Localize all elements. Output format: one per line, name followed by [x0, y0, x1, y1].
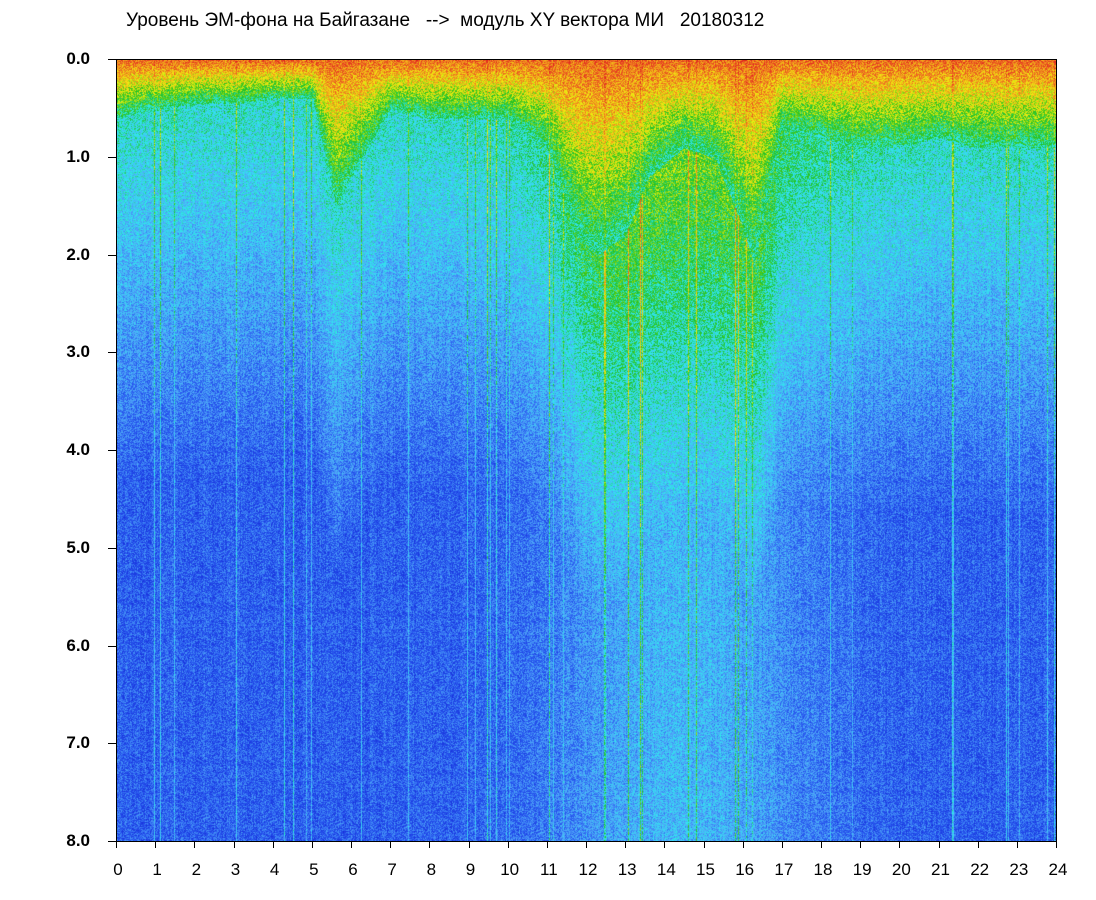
x-tick-mark: [546, 842, 548, 848]
x-tick-mark: [116, 842, 117, 848]
x-tick-label: 2: [191, 860, 202, 879]
x-tick-label: 15: [696, 860, 715, 879]
x-tick-label: 0: [113, 860, 123, 879]
x-tick-mark: [272, 842, 274, 848]
x-tick-mark: [1056, 842, 1057, 848]
y-tick-mark: [108, 841, 116, 842]
x-tick-mark: [586, 842, 587, 848]
chart-title: Уровень ЭМ-фона на Байгазане --> модуль …: [126, 10, 765, 31]
y-tick-label: 5.0: [66, 537, 90, 557]
x-tick-label: 12: [578, 860, 598, 879]
y-tick-label: 6.0: [66, 635, 90, 655]
y-tick-label: 7.0: [66, 733, 90, 753]
x-tick-label: 6: [348, 860, 358, 879]
x-tick-mark: [390, 842, 392, 848]
x-tick-label: 10: [500, 860, 520, 879]
x-tick-label: 7: [387, 860, 397, 879]
x-tick-label: 18: [813, 860, 833, 879]
x-tick-mark: [860, 842, 862, 848]
y-tick-mark: [108, 156, 116, 158]
x-tick-mark: [351, 842, 352, 848]
x-tick-mark: [233, 842, 235, 848]
x-tick-mark: [977, 842, 979, 848]
x-tick-mark: [429, 842, 431, 848]
x-tick-mark: [703, 842, 705, 848]
y-tick-label: 3.0: [66, 342, 90, 362]
y-tick-mark: [108, 352, 116, 354]
y-tick-mark: [108, 547, 116, 549]
x-tick-label: 3: [230, 860, 241, 879]
x-tick-mark: [507, 842, 509, 848]
heatmap-canvas: [117, 60, 1056, 841]
x-tick-mark: [938, 842, 940, 848]
x-tick-label: 24: [1048, 860, 1068, 879]
x-tick-label: 4: [269, 860, 280, 879]
x-tick-label: 20: [891, 860, 911, 879]
x-tick-label: 14: [656, 860, 676, 879]
x-tick-label: 11: [540, 860, 558, 879]
x-tick-label: 16: [735, 860, 755, 879]
x-tick-mark: [468, 842, 470, 848]
x-tick-label: 19: [852, 860, 872, 879]
x-tick-mark: [821, 842, 822, 848]
x-tick-mark: [155, 842, 157, 848]
y-tick-mark: [108, 743, 116, 745]
x-tick-mark: [899, 842, 901, 848]
x-tick-label: 13: [617, 860, 637, 879]
x-tick-mark: [1016, 842, 1018, 848]
y-tick-label: 1.0: [66, 146, 90, 166]
y-tick-mark: [108, 450, 116, 451]
x-tick-label: 17: [774, 860, 794, 879]
x-tick-mark: [311, 842, 313, 848]
y-tick-label: 8.0: [66, 831, 90, 850]
x-tick-mark: [664, 842, 666, 848]
y-tick-label: 0.0: [66, 49, 90, 68]
x-tick-mark: [781, 842, 783, 848]
y-tick-label: 2.0: [66, 244, 90, 264]
y-tick-mark: [108, 59, 116, 60]
y-tick-mark: [108, 254, 116, 256]
y-tick-label: 4.0: [66, 440, 90, 459]
x-tick-mark: [194, 842, 196, 848]
x-tick-label: 23: [1009, 860, 1029, 879]
x-tick-mark: [742, 842, 744, 848]
x-tick-label: 5: [309, 860, 319, 879]
x-tick-label: 9: [465, 860, 476, 879]
x-tick-label: 22: [970, 860, 990, 879]
x-tick-mark: [625, 842, 627, 848]
x-tick-label: 1: [152, 860, 162, 879]
x-tick-label: 8: [426, 860, 437, 879]
heatmap-plot-area: [116, 59, 1057, 842]
x-tick-label: 21: [931, 860, 950, 879]
y-tick-mark: [108, 645, 116, 647]
